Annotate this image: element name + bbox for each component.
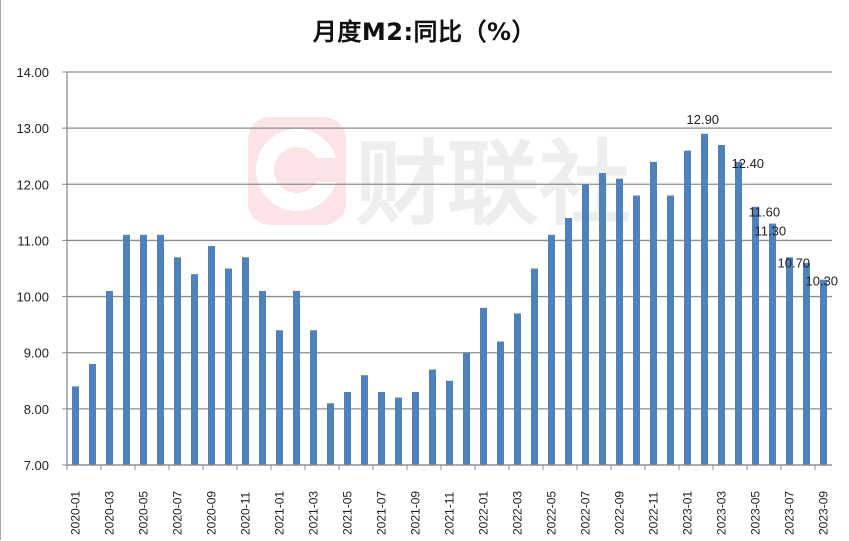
bar-2020-02 [89,363,96,465]
bar-2021-03 [310,330,317,465]
data-label: 12.40 [732,156,765,171]
y-axis-ticks: 7.00 8.00 9.00 10.00 11.00 12.00 13.00 14.00 [16,65,67,473]
bar-2021-07 [378,392,385,465]
x-tick-label: 2022-03 [511,491,525,535]
chart-title: 月度M2:同比（%） [312,18,537,46]
x-tick-label: 2021-09 [409,491,423,535]
y-tick-label: 10.00 [16,290,49,305]
y-tick-label: 8.00 [24,402,49,417]
bar-2022-12 [667,195,674,465]
bar-2022-04 [531,268,538,465]
x-tick-label: 2021-07 [375,491,389,535]
bar-2021-10 [429,369,436,465]
bar-2021-01 [276,330,283,465]
x-tick-label: 2023-07 [783,491,797,535]
x-tick-label: 2021-05 [341,491,355,535]
bar-2020-01 [72,386,79,465]
axes [66,72,832,466]
bar-2020-05 [140,234,147,465]
data-labels: 12.90 12.40 11.60 11.30 10.70 10.30 [687,112,839,289]
bar-2020-07 [174,257,181,465]
x-tick-label: 2023-09 [817,491,831,535]
bar-2023-08 [803,262,810,465]
bar-2021-12 [463,352,470,465]
bar-2020-09 [208,246,215,465]
x-tick-label: 2023-03 [715,491,729,535]
y-tick-label: 11.00 [17,233,49,248]
bar-2023-09 [820,279,827,465]
bar-2021-02 [293,290,300,465]
watermark: 财联社 [248,117,631,238]
x-tick-label: 2021-03 [307,491,321,535]
bar-2021-04 [327,403,334,465]
data-label: 11.60 [749,205,781,220]
bar-2022-10 [633,195,640,465]
bar-2023-06 [769,223,776,465]
bar-2023-02 [701,133,708,465]
bar-2022-02 [497,341,504,465]
bar-2022-11 [650,161,657,466]
x-tick-label: 2023-05 [749,491,763,535]
bar-2021-05 [344,392,351,465]
y-tick-label: 14.00 [16,65,49,80]
x-tick-label: 2020-09 [205,491,219,535]
bar-2022-05 [548,234,555,465]
x-tick-label: 2022-11 [647,492,661,535]
x-tick-label: 2020-01 [69,491,83,535]
x-tick-label: 2022-07 [579,491,593,535]
x-tick-label: 2022-05 [545,491,559,535]
bar-2022-03 [514,313,521,465]
x-tick-label: 2022-01 [477,491,491,535]
bar-2022-01 [480,307,487,465]
bar-2021-08 [395,397,402,465]
bar-2020-08 [191,274,198,465]
x-tick-label: 2021-01 [273,491,287,535]
data-label: 10.30 [806,274,839,289]
bar-2020-10 [225,268,232,465]
x-tick-label: 2021-11 [443,492,457,535]
bar-2021-06 [361,375,368,465]
bar-2022-06 [565,217,572,465]
x-tick-label: 2020-11 [239,492,253,535]
bar-2022-07 [582,184,589,466]
x-axis-ticks: 2020-01 2020-03 2020-05 2020-07 2020-09 2020-… [66,465,831,535]
y-tick-label: 7.00 [24,458,49,473]
x-tick-label: 2023-01 [681,491,695,535]
y-tick-label: 13.00 [16,121,49,136]
data-label: 10.70 [778,255,811,270]
bar-2020-06 [157,234,164,465]
x-tick-label: 2020-03 [103,491,117,535]
bar-2023-04 [735,161,742,466]
bar-2020-12 [259,290,266,465]
y-tick-label: 9.00 [24,346,49,361]
bar-2021-09 [412,392,419,465]
bar-2023-07 [786,257,793,465]
bar-2020-11 [242,257,249,465]
bar-2022-09 [616,178,623,465]
data-label: 12.90 [687,112,720,127]
bar-2023-05 [752,206,759,465]
x-tick-label: 2020-07 [171,491,185,535]
x-tick-label: 2020-05 [137,491,151,535]
bar-2020-04 [123,234,130,465]
bar-2022-08 [599,173,606,466]
y-tick-label: 12.00 [16,177,49,192]
bar-2023-01 [684,150,691,465]
x-tick-label: 2022-09 [613,491,627,535]
bar-2020-03 [106,290,113,465]
data-label: 11.30 [755,224,787,239]
bar-2023-03 [718,144,725,465]
bars [72,133,827,466]
bar-2021-11 [446,380,453,465]
